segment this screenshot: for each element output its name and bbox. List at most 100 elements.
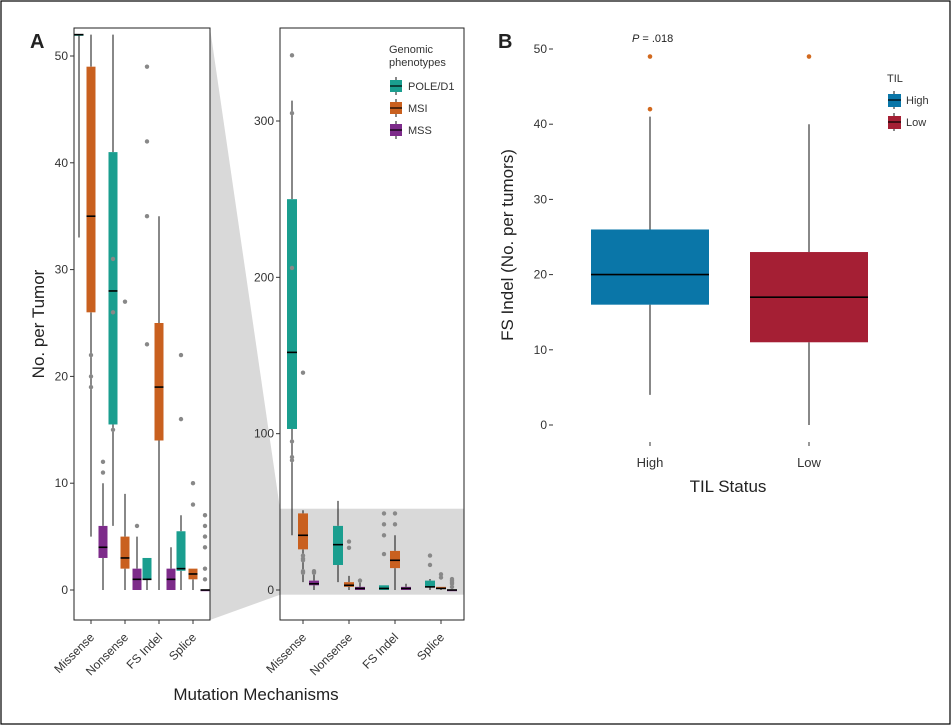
- a-left-pole-d1-fs-indel-outlier-3: [144, 214, 150, 219]
- b-y-tick-label-0: 0: [540, 418, 547, 432]
- a-left-pole-d1-fs-indel-outlier-1: [144, 64, 150, 69]
- a-left-msi-missense-box: [86, 66, 96, 313]
- til-legend-label-low: Low: [906, 117, 926, 129]
- a-right-y-tick-label-0: 0: [267, 583, 274, 597]
- a-right-mss-missense-outlier-2: [311, 570, 317, 576]
- til-legend-label-high: High: [906, 95, 929, 107]
- a-right-mss-nonsense-outlier-1: [357, 578, 363, 583]
- a-right-msi-missense-outlier-2: [300, 553, 306, 558]
- a-right-pole-d1-missense-outlier-3: [289, 265, 295, 271]
- a-left-msi-nonsense-box: [120, 536, 130, 569]
- a-left-mss-missense-box: [98, 525, 108, 558]
- a-right-mss-splice-outlier-5: [449, 584, 455, 590]
- a-left-msi-missense-outlier-1: [88, 352, 94, 358]
- b-x-tick-label-high: High: [637, 455, 664, 470]
- panel-b-x-axis-title: TIL Status: [690, 477, 767, 496]
- a-right-pole-d1-missense-box: [287, 199, 297, 429]
- a-right-msi-missense-box: [298, 513, 308, 550]
- a-right-pole-d1-splice-outlier-2: [427, 562, 433, 568]
- a-left-pole-d1-fs-indel-outlier-4: [144, 342, 150, 347]
- p-value-symbol: P: [632, 33, 640, 45]
- b-y-tick-label-20: 20: [534, 268, 548, 282]
- b-y-tick-label-40: 40: [534, 117, 548, 131]
- b-x-tick-label-low: Low: [797, 455, 821, 470]
- a-left-msi-missense-outlier-2: [88, 374, 94, 379]
- a-right-mss-splice-outlier-4: [449, 581, 455, 586]
- b-y-tick-label-10: 10: [534, 343, 548, 357]
- panel-a-label: A: [30, 31, 44, 53]
- b-y-tick-label-50: 50: [534, 42, 548, 56]
- a-left-pole-d1-splice-outlier-1: [178, 352, 184, 358]
- genomic-phenotypes-legend: Genomic phenotypes POLE/D1 MSI MSS: [389, 44, 454, 139]
- b-low-outlier-1: [806, 54, 812, 59]
- a-right-pole-d1-fs-indel-outlier-4: [381, 551, 387, 557]
- b-y-tick-label-30: 30: [534, 192, 548, 206]
- a-right-msi-missense-outlier-6: [300, 570, 306, 576]
- a-right-pole-d1-fs-indel-outlier-2: [381, 522, 387, 527]
- a-left-y-tick-label-30: 30: [55, 263, 69, 277]
- panel-b-label: B: [498, 31, 512, 53]
- a-left-mss-missense-outlier-1: [100, 459, 106, 465]
- a-left-pole-d1-nonsense-box: [108, 152, 118, 425]
- a-right-pole-d1-splice-box: [425, 580, 435, 587]
- a-right-msi-splice-outlier-2: [438, 575, 444, 580]
- a-left-mss-splice-outlier-3: [202, 534, 208, 539]
- a-left-mss-missense-outlier-2: [100, 470, 106, 475]
- a-left-pole-d1-nonsense-outlier-3: [110, 427, 116, 432]
- b-high-outlier-1: [647, 106, 653, 112]
- panel-b-plot: 0 10 20 30 40 50 High Low: [534, 42, 868, 470]
- a-right-pole-d1-missense-outlier-2: [289, 110, 295, 116]
- panel-a-y-axis-title: No. per Tumor: [29, 269, 48, 378]
- a-left-pole-d1-splice-box: [176, 531, 186, 571]
- a-left-mss-splice-outlier-6: [202, 577, 208, 582]
- panel-a-x-axis-title: Mutation Mechanisms: [173, 685, 338, 704]
- p-value-annotation: P = .018: [632, 33, 673, 45]
- legend-label-mss: MSS: [408, 125, 432, 137]
- a-left-msi-nonsense-outlier-1: [122, 299, 128, 304]
- panel-b-y-axis-title: FS Indel (No. per tumors): [498, 149, 517, 341]
- a-left-y-tick-label-50: 50: [55, 49, 69, 63]
- zoom-band: [280, 508, 464, 595]
- a-left-msi-missense-outlier-3: [88, 384, 94, 390]
- legend-label-pole-d1: POLE/D1: [408, 81, 454, 93]
- a-left-y-tick-label-20: 20: [55, 369, 69, 383]
- zoom-connector: [210, 28, 280, 620]
- panel-a-left-plot-frame: [73, 27, 211, 621]
- a-right-pole-d1-splice-outlier-1: [427, 553, 433, 558]
- a-right-msi-nonsense-outlier-1: [346, 545, 352, 550]
- a-right-pole-d1-missense-outlier-6: [289, 458, 295, 463]
- a-left-y-tick-label-40: 40: [55, 156, 69, 170]
- a-right-msi-fs-indel-outlier-2: [392, 511, 398, 516]
- a-left-y-tick-label-0: 0: [61, 583, 68, 597]
- a-left-msi-fs-indel-box: [154, 323, 164, 441]
- a-left-pole-d1-nonsense-outlier-1: [110, 256, 116, 262]
- a-left-mss-splice-outlier-2: [202, 523, 208, 529]
- a-left-pole-d1-splice-outlier-2: [178, 416, 184, 422]
- a-left-pole-d1-fs-indel-outlier-2: [144, 139, 150, 144]
- a-right-pole-d1-fs-indel-outlier-1: [381, 511, 387, 516]
- a-left-mss-splice-outlier-4: [202, 545, 208, 550]
- b-high-outlier-2: [647, 54, 653, 59]
- p-value-text: = .018: [639, 33, 673, 45]
- a-right-y-tick-label-300: 300: [254, 114, 274, 128]
- a-left-mss-splice-outlier-5: [202, 566, 208, 571]
- a-right-msi-missense-outlier-4: [300, 558, 306, 563]
- til-legend: TIL High Low: [887, 73, 929, 131]
- a-left-pole-d1-fs-indel-box: [142, 557, 152, 580]
- legend-label-msi: MSI: [408, 103, 428, 115]
- legend-title-line-1: Genomic: [389, 44, 434, 56]
- a-right-y-tick-label-200: 200: [254, 270, 274, 284]
- a-left-mss-splice-outlier-1: [202, 513, 208, 518]
- a-right-pole-d1-fs-indel-outlier-3: [381, 533, 387, 538]
- a-left-pole-d1-nonsense-outlier-2: [110, 310, 116, 315]
- a-right-msi-nonsense-outlier-2: [346, 539, 352, 544]
- a-left-msi-splice-outlier-1: [190, 481, 196, 486]
- a-right-pole-d1-missense-outlier-5: [289, 454, 295, 460]
- a-left-msi-splice-outlier-2: [190, 502, 196, 507]
- a-right-pole-d1-missense-outlier-4: [289, 439, 295, 444]
- til-legend-title: TIL: [887, 73, 903, 85]
- a-right-pole-d1-missense-outlier-1: [289, 53, 295, 58]
- a-right-msi-missense-outlier-1: [300, 370, 306, 375]
- legend-title-line-2: phenotypes: [389, 57, 446, 69]
